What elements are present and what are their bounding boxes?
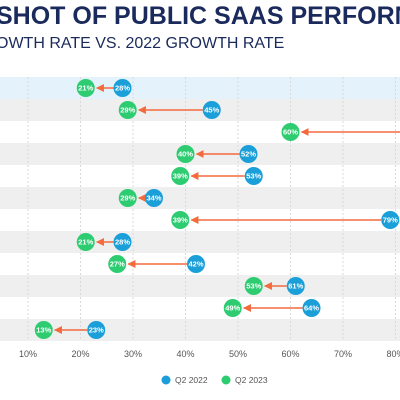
point-label: 61%	[288, 282, 303, 291]
point-q2-2022	[113, 79, 132, 97]
point-q2-2023	[171, 211, 190, 229]
point-label: 49%	[225, 304, 240, 313]
point-label: 34%	[146, 194, 161, 203]
data-points: 28% 45% 52% 53% 34% 79% 28% 42% 61% 64% 23% 21% 29% 6…	[34, 79, 400, 339]
x-tick-label: 70%	[334, 349, 352, 359]
point-q2-2023	[34, 321, 53, 339]
gridlines	[27, 77, 396, 341]
point-q2-2023	[244, 277, 263, 295]
x-tick-label: 50%	[229, 349, 247, 359]
point-q2-2022	[87, 321, 106, 339]
point-q2-2022	[202, 101, 221, 119]
point-q2-2022	[302, 299, 321, 317]
legend-label: Q2 2023	[235, 375, 268, 385]
point-label: 27%	[110, 260, 125, 269]
point-label: 13%	[36, 326, 51, 335]
point-label: 29%	[120, 106, 135, 115]
point-q2-2022	[239, 145, 258, 163]
point-label: 79%	[383, 216, 398, 225]
point-label: 29%	[120, 194, 135, 203]
point-q2-2023	[281, 123, 300, 141]
point-label: 45%	[204, 106, 219, 115]
x-tick-label: 20%	[71, 349, 89, 359]
point-q2-2022	[113, 233, 132, 251]
point-label: 28%	[115, 84, 130, 93]
point-q2-2023	[76, 79, 95, 97]
change-arrows	[53, 84, 400, 334]
x-axis-ticks: 10% 20% 30% 40% 50% 60% 70% 80%	[19, 349, 400, 359]
point-label: 40%	[178, 150, 193, 159]
point-label: 42%	[188, 260, 203, 269]
point-q2-2023	[176, 145, 195, 163]
x-tick-label: 30%	[124, 349, 142, 359]
point-label: 53%	[246, 282, 261, 291]
point-q2-2023	[223, 299, 242, 317]
point-q2-2023	[76, 233, 95, 251]
point-q2-2023	[118, 189, 137, 207]
x-tick-label: 80%	[386, 349, 400, 359]
point-q2-2023	[118, 101, 137, 119]
point-label: 21%	[78, 238, 93, 247]
legend-swatch-q2-2023	[221, 375, 231, 385]
row-band	[0, 77, 400, 99]
point-label: 39%	[173, 172, 188, 181]
point-q2-2022	[187, 255, 205, 273]
chart-subtitle: OWTH RATE VS. 2022 GROWTH RATE	[0, 35, 284, 52]
point-label: 39%	[173, 216, 188, 225]
point-label: 53%	[246, 172, 261, 181]
row-band	[0, 231, 400, 253]
point-label: 21%	[78, 84, 93, 93]
point-q2-2023	[108, 255, 127, 273]
row-bands	[0, 77, 400, 341]
legend-label: Q2 2022	[175, 375, 208, 385]
point-q2-2022	[244, 167, 263, 185]
point-label: 28%	[115, 238, 130, 247]
x-tick-label: 10%	[19, 349, 37, 359]
row-band	[0, 275, 400, 297]
point-q2-2022	[286, 277, 305, 295]
legend: Q2 2022 Q2 2023	[161, 375, 268, 385]
x-tick-label: 60%	[281, 349, 299, 359]
row-band	[0, 187, 400, 209]
point-label: 52%	[241, 150, 256, 159]
point-label: 60%	[283, 128, 298, 137]
point-q2-2023	[171, 167, 190, 185]
chart-title: SHOT OF PUBLIC SAAS PERFORM	[0, 2, 400, 30]
x-tick-label: 40%	[176, 349, 194, 359]
point-label: 64%	[304, 304, 319, 313]
point-label: 23%	[89, 326, 104, 335]
point-q2-2022	[381, 211, 400, 229]
point-q2-2022	[145, 189, 163, 207]
legend-swatch-q2-2022	[161, 375, 171, 385]
